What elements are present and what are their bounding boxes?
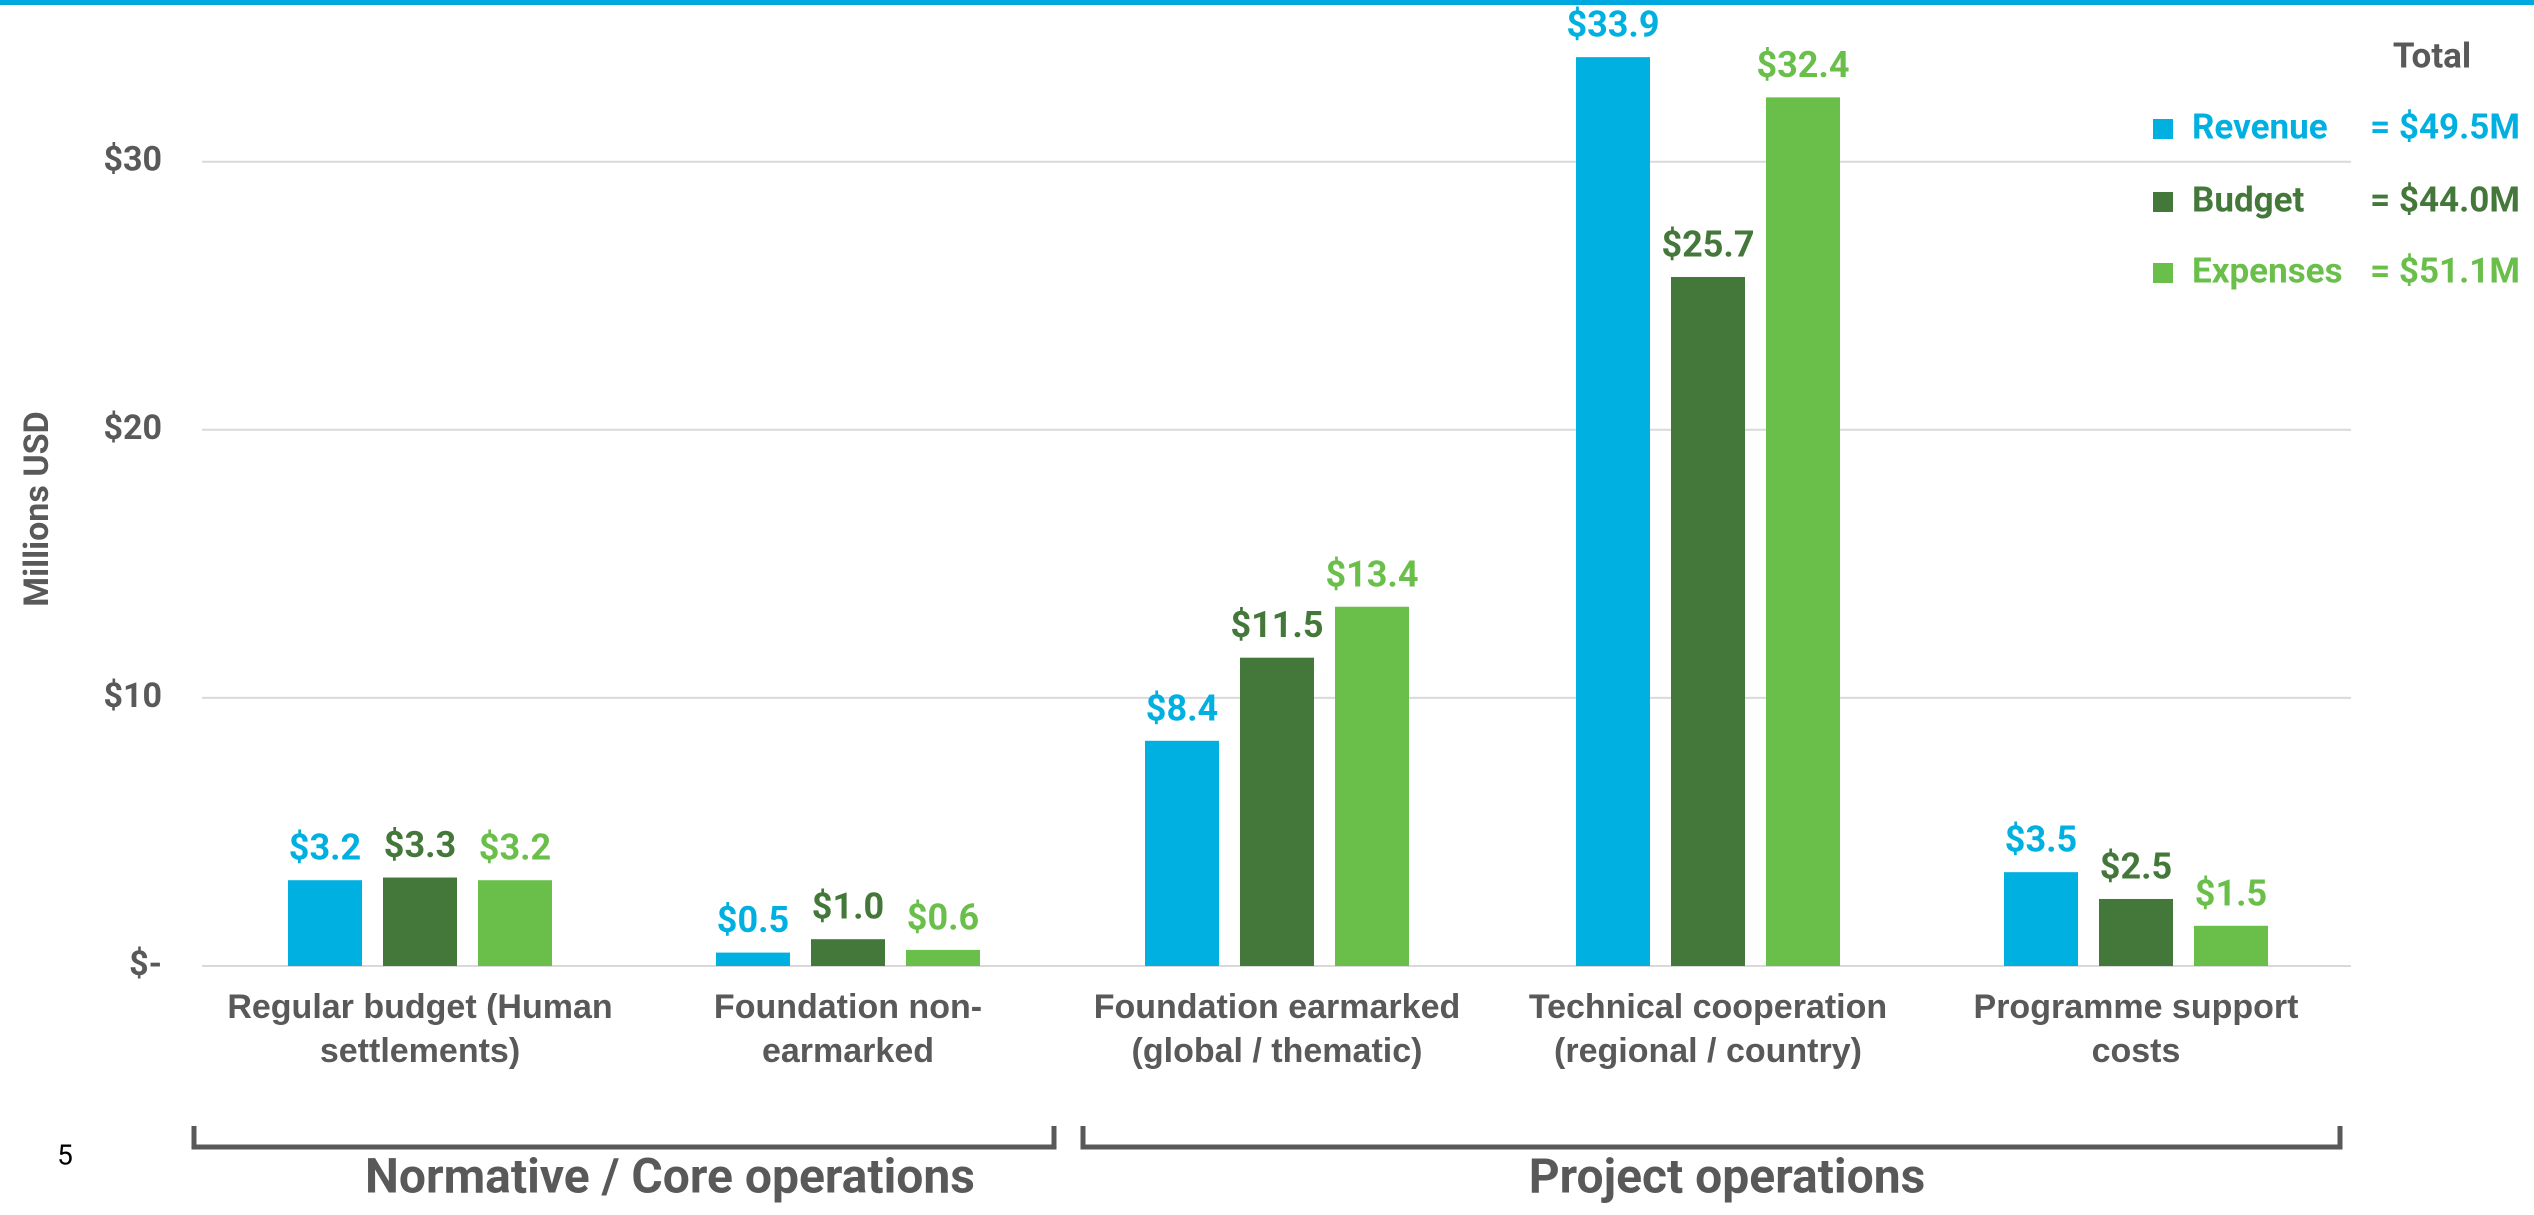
data-label: $13.4: [1325, 553, 1418, 595]
legend-title: Total: [2393, 35, 2471, 76]
y-tick-label: $-: [129, 944, 162, 984]
bar: [1766, 97, 1840, 966]
data-label: $1.0: [812, 886, 884, 928]
x-tick-label-box: Foundation non-earmarked: [713, 988, 983, 1070]
data-label: $3.2: [479, 827, 551, 869]
bar: [906, 949, 980, 966]
bar: [716, 952, 790, 966]
x-tick-label-box: Foundation earmarked (global / thematic): [1093, 988, 1461, 1070]
legend-swatch: [2153, 119, 2173, 139]
legend-swatch: [2153, 192, 2173, 212]
y-tick-label: $10: [103, 676, 162, 716]
group-label: Project operations: [1529, 1148, 1926, 1205]
x-tick-label-box: Regular budget (Human settlements): [227, 988, 613, 1070]
data-label: $2.5: [2100, 845, 2172, 887]
data-label: $3.3: [384, 824, 456, 866]
legend-label: Revenue: [2192, 106, 2328, 147]
x-tick-label: Technical cooperation (regional / countr…: [1528, 988, 1888, 1070]
y-axis-title: Millions USD: [17, 411, 57, 606]
x-tick-label: Regular budget (Human settlements): [227, 988, 613, 1070]
x-tick-label: Foundation earmarked (global / thematic): [1093, 988, 1461, 1070]
data-label: $3.2: [289, 827, 361, 869]
x-tick-label-box: Programme support costs: [1973, 988, 2299, 1070]
top-border: [0, 0, 2534, 5]
data-label: $11.5: [1230, 604, 1323, 646]
data-label: $1.5: [2195, 872, 2267, 914]
bar: [1145, 740, 1219, 966]
data-label: $8.4: [1146, 687, 1218, 729]
bar: [1576, 57, 1650, 967]
group-bracket: [1080, 1126, 2343, 1150]
data-label: $32.4: [1756, 44, 1849, 86]
bar: [811, 939, 885, 966]
legend-total: = $51.1M: [2370, 250, 2520, 291]
x-tick-label: Foundation non-earmarked: [713, 988, 983, 1070]
bar: [2099, 898, 2173, 966]
bar: [478, 880, 552, 966]
data-label: $25.7: [1661, 223, 1754, 265]
legend-total: = $44.0M: [2370, 179, 2520, 220]
y-tick-label: $30: [103, 140, 162, 180]
bar: [2004, 872, 2078, 966]
y-tick-label: $20: [103, 408, 162, 448]
data-label: $0.6: [907, 896, 979, 938]
x-tick-label: Programme support costs: [1973, 988, 2299, 1070]
group-label: Normative / Core operations: [365, 1148, 975, 1205]
data-label: $3.5: [2005, 819, 2077, 861]
x-tick-label-box: Technical cooperation (regional / countr…: [1528, 988, 1888, 1070]
bar: [288, 880, 362, 966]
legend-swatch: [2153, 263, 2173, 283]
bar: [1671, 276, 1745, 966]
bar: [1240, 657, 1314, 966]
legend-label: Budget: [2192, 179, 2305, 220]
data-label: $0.5: [717, 899, 789, 941]
data-label: $33.9: [1566, 4, 1659, 46]
legend-total: = $49.5M: [2370, 106, 2520, 147]
bar: [383, 877, 457, 966]
legend-label: Expenses: [2192, 250, 2343, 291]
bar: [2194, 925, 2268, 966]
bar: [1335, 606, 1409, 966]
page-number: 5: [57, 1138, 73, 1171]
group-bracket: [191, 1126, 1057, 1150]
